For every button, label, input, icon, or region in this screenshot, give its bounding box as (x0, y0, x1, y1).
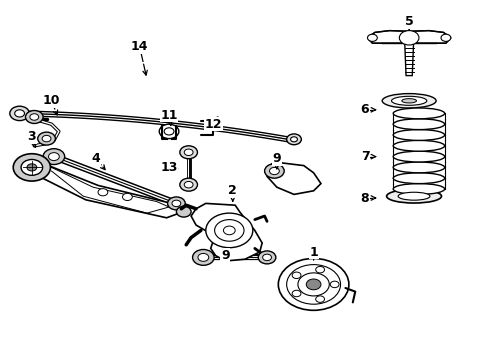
Circle shape (291, 137, 297, 142)
Ellipse shape (402, 99, 416, 103)
Text: 5: 5 (405, 15, 414, 28)
Circle shape (98, 189, 108, 196)
Circle shape (15, 110, 24, 117)
Text: 6: 6 (361, 103, 369, 116)
Ellipse shape (393, 162, 445, 173)
Circle shape (292, 290, 301, 297)
Circle shape (306, 279, 321, 290)
Text: 13: 13 (160, 161, 178, 174)
Circle shape (316, 296, 324, 302)
Circle shape (184, 181, 193, 188)
Circle shape (184, 149, 193, 156)
Ellipse shape (393, 151, 445, 162)
Circle shape (176, 206, 191, 217)
Circle shape (38, 132, 55, 145)
Circle shape (292, 272, 301, 279)
Text: 9: 9 (221, 249, 230, 262)
Circle shape (287, 134, 301, 145)
Circle shape (198, 253, 209, 261)
Text: 9: 9 (272, 152, 281, 165)
Polygon shape (267, 162, 321, 194)
Text: 11: 11 (160, 109, 178, 122)
Circle shape (49, 153, 59, 161)
Circle shape (258, 251, 276, 264)
Ellipse shape (382, 94, 436, 108)
Ellipse shape (393, 130, 445, 140)
Circle shape (10, 106, 29, 121)
Text: 12: 12 (204, 118, 222, 131)
Polygon shape (405, 43, 414, 76)
Text: 14: 14 (131, 40, 148, 53)
Circle shape (441, 34, 451, 41)
Circle shape (330, 281, 339, 288)
Circle shape (215, 220, 244, 241)
Circle shape (13, 154, 50, 181)
Ellipse shape (393, 173, 445, 184)
Text: 7: 7 (361, 150, 369, 163)
Circle shape (43, 149, 65, 165)
Ellipse shape (393, 119, 445, 130)
Circle shape (278, 258, 349, 310)
Ellipse shape (393, 108, 445, 119)
Ellipse shape (398, 192, 430, 200)
Ellipse shape (393, 184, 445, 194)
Circle shape (298, 273, 329, 296)
Circle shape (27, 164, 37, 171)
Circle shape (180, 146, 197, 159)
Circle shape (206, 213, 253, 248)
Circle shape (223, 226, 235, 235)
Circle shape (25, 111, 43, 123)
Circle shape (172, 200, 181, 207)
Circle shape (122, 193, 132, 201)
Circle shape (159, 124, 179, 139)
Text: 2: 2 (228, 184, 237, 197)
Polygon shape (32, 160, 186, 218)
Circle shape (30, 114, 39, 120)
Text: 4: 4 (91, 152, 100, 165)
Circle shape (270, 167, 279, 175)
Circle shape (265, 164, 284, 178)
Circle shape (316, 266, 324, 273)
Circle shape (368, 34, 377, 41)
Ellipse shape (393, 140, 445, 151)
Text: 1: 1 (309, 246, 318, 258)
Circle shape (287, 265, 341, 304)
Ellipse shape (392, 96, 427, 105)
Circle shape (21, 159, 43, 175)
Circle shape (42, 135, 51, 142)
Circle shape (399, 31, 419, 45)
Circle shape (168, 197, 185, 210)
Text: 10: 10 (43, 94, 60, 107)
Ellipse shape (387, 189, 441, 203)
Circle shape (193, 249, 214, 265)
Text: 8: 8 (361, 192, 369, 204)
Polygon shape (368, 31, 451, 43)
Text: 3: 3 (27, 130, 36, 143)
Circle shape (263, 254, 271, 261)
Circle shape (180, 178, 197, 191)
Circle shape (164, 128, 174, 135)
Polygon shape (191, 203, 262, 261)
